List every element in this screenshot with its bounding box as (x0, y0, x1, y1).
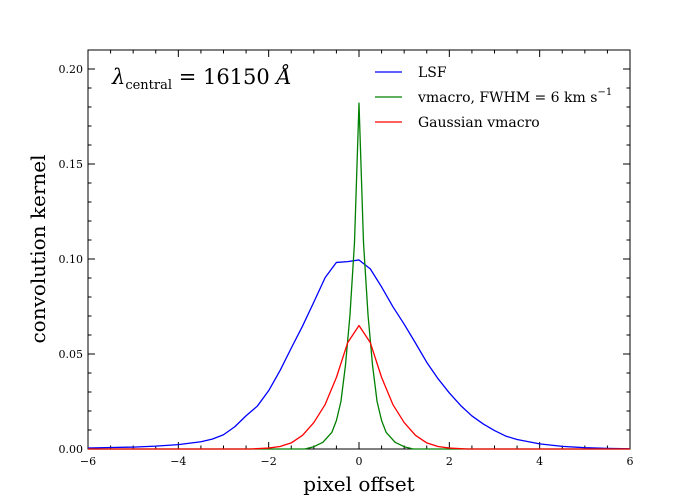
series-line-gaussian (88, 324, 630, 450)
x-tick-label: 4 (536, 455, 543, 468)
legend-entry: LSF (418, 65, 447, 81)
x-axis-label: pixel offset (303, 472, 414, 496)
lambda-subscript: central (125, 78, 172, 93)
y-tick-label: 0.05 (59, 348, 84, 361)
y-tick-label: 0.15 (59, 158, 84, 171)
legend-entry: Gaussian vmacro (418, 115, 540, 131)
series-line-lsf (87, 259, 631, 450)
series-line-vmacro (88, 102, 630, 450)
x-tick-label: −4 (170, 455, 186, 468)
x-tick-label: −2 (261, 455, 277, 468)
lambda-symbol: λ (111, 65, 125, 89)
x-tick-label: −6 (80, 455, 96, 468)
series-layer (87, 102, 631, 450)
lambda-central-annotation: λcentral = 16150 Å (111, 64, 292, 93)
legend-entry: vmacro, FWHM = 6 km s−1 (417, 87, 612, 106)
y-tick-label: 0.10 (59, 253, 84, 266)
legend: LSF vmacro, FWHM = 6 km s−1 Gaussian vmacr… (375, 65, 612, 131)
x-tick-label: 0 (356, 455, 363, 468)
y-tick-label: 0.20 (59, 63, 84, 76)
y-axis-label: convolution kernel (26, 154, 50, 343)
lambda-value: = 16150 (172, 65, 276, 89)
axis-ticks: −6 −4 −2 0 2 4 6 0.00 0.05 0.10 0.15 0.20 (59, 50, 634, 468)
x-tick-label: 6 (627, 455, 634, 468)
lambda-unit: Å (273, 64, 291, 89)
x-tick-label: 2 (446, 455, 453, 468)
y-tick-label: 0.00 (59, 443, 84, 456)
